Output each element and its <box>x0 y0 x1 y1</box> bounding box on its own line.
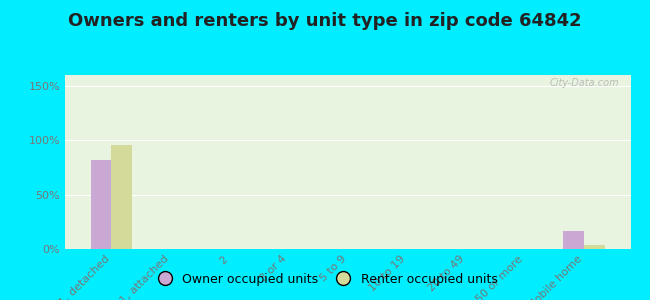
Text: City-Data.com: City-Data.com <box>549 79 619 88</box>
Text: Owners and renters by unit type in zip code 64842: Owners and renters by unit type in zip c… <box>68 12 582 30</box>
Legend: Owner occupied units, Renter occupied units: Owner occupied units, Renter occupied un… <box>148 268 502 291</box>
Bar <box>91 160 111 249</box>
Bar <box>584 244 604 249</box>
Bar <box>564 230 584 249</box>
Bar <box>111 145 132 249</box>
